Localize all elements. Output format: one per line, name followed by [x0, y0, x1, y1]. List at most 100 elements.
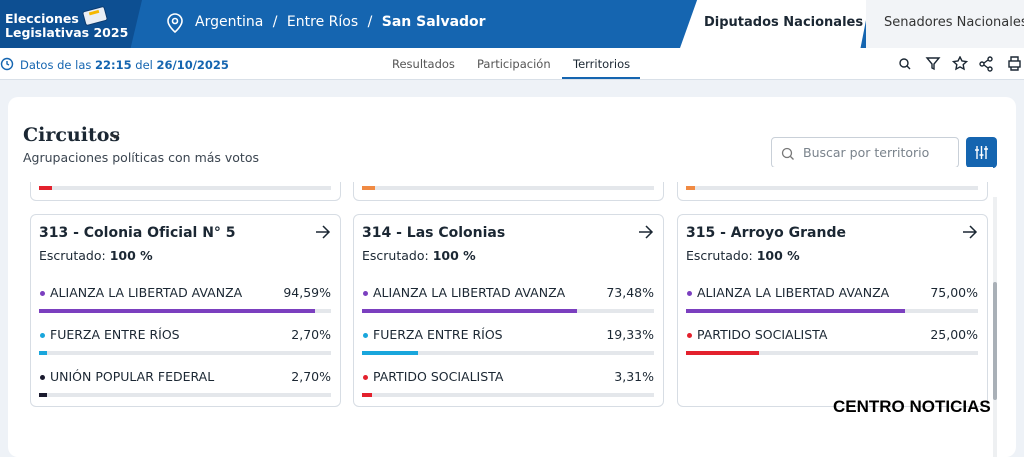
- progress-track: [362, 309, 654, 313]
- panel-subtitle: Agrupaciones políticas con más votos: [23, 150, 259, 165]
- party-name: FUERZA ENTRE RÍOS: [373, 327, 503, 342]
- arrow-icon[interactable]: [638, 225, 654, 239]
- nav-item-active[interactable]: Territorios: [562, 48, 640, 79]
- progress-track: [39, 186, 331, 190]
- header: Elecciones Legislativas 2025 Argentina /…: [0, 0, 1024, 48]
- nav-item[interactable]: Resultados: [392, 57, 455, 71]
- nav-label: Territorios: [573, 57, 631, 71]
- panel-title[interactable]: Circuitos: [23, 124, 121, 146]
- arrow-icon[interactable]: [315, 225, 331, 239]
- breadcrumb-separator: /: [367, 14, 373, 30]
- progress-bar: [686, 309, 905, 313]
- progress-track: [39, 393, 331, 397]
- circuit-card[interactable]: 313 - Colonia Oficial N° 5 Escrutado: 100…: [30, 214, 341, 407]
- escrutado: Escrutado: 100 %: [686, 248, 800, 263]
- breadcrumb-item: San Salvador: [381, 14, 486, 30]
- progress-bar: [39, 351, 47, 355]
- timestamp-text: del: [135, 58, 153, 72]
- party-percent: 2,70%: [291, 327, 331, 342]
- card-title: 314 - Las Colonias: [362, 225, 506, 241]
- search-placeholder: Buscar por territorio: [803, 145, 930, 160]
- clock-icon: [0, 57, 14, 71]
- scrollbar[interactable]: [993, 197, 997, 457]
- timestamp: Datos de las 22:15 del 26/10/2025: [20, 58, 229, 72]
- progress-bar: [39, 393, 47, 397]
- escrutado-value: 100 %: [109, 248, 153, 263]
- search-box[interactable]: Buscar por territorio: [771, 137, 959, 168]
- toolbar-icons[interactable]: [896, 56, 1022, 72]
- party-dot: [363, 375, 368, 380]
- party-name: PARTIDO SOCIALISTA: [373, 369, 504, 384]
- party-percent: 75,00%: [930, 285, 978, 300]
- escrutado: Escrutado: 100 %: [362, 248, 476, 263]
- progress-bar: [362, 351, 419, 355]
- party-name: FUERZA ENTRE RÍOS: [50, 327, 180, 342]
- circuit-card[interactable]: 314 - Las Colonias Escrutado: 100 % ALIANZ…: [353, 214, 664, 407]
- escrutado-label: Escrutado:: [362, 248, 429, 263]
- party-dot: [40, 375, 45, 380]
- progress-bar: [39, 309, 316, 313]
- card-title: 313 - Colonia Oficial N° 5: [39, 225, 236, 241]
- progress-track: [686, 186, 978, 190]
- progress-track: [362, 351, 654, 355]
- toolbar: Datos de las 22:15 del 26/10/2025 Result…: [0, 48, 1024, 80]
- breadcrumb: Argentina / Entre Ríos / San Salvador: [195, 14, 486, 30]
- filter-button[interactable]: [966, 137, 997, 168]
- progress-track: [362, 186, 654, 190]
- tab-label: Senadores Nacionales: [884, 15, 1024, 30]
- tab-label: Diputados Nacionales: [704, 15, 864, 30]
- scrollbar-thumb[interactable]: [993, 282, 997, 400]
- panel: Circuitos Agrupaciones políticas con más…: [8, 97, 1016, 457]
- progress-track: [362, 393, 654, 397]
- fade: [8, 167, 993, 182]
- party-name: ALIANZA LA LIBERTAD AVANZA: [697, 285, 890, 300]
- tab-active[interactable]: Diputados Nacionales: [680, 0, 870, 48]
- party-dot: [687, 291, 692, 296]
- party-dot: [40, 333, 45, 338]
- filter-icon: [975, 146, 988, 159]
- timestamp-text: Datos de las: [20, 58, 92, 72]
- progress-bar: [686, 186, 695, 190]
- party-percent: 19,33%: [606, 327, 654, 342]
- progress-track: [39, 309, 331, 313]
- escrutado-value: 100 %: [756, 248, 800, 263]
- arrow-icon[interactable]: [962, 225, 978, 239]
- breadcrumb-item[interactable]: Argentina: [195, 14, 264, 30]
- party-percent: 94,59%: [283, 285, 331, 300]
- party-name: UNIÓN POPULAR FEDERAL: [50, 369, 215, 384]
- progress-bar: [362, 393, 372, 397]
- progress-bar: [362, 186, 376, 190]
- logo-line: Legislativas 2025: [5, 25, 129, 40]
- watermark: CENTRO NOTICIAS: [833, 397, 991, 416]
- progress-bar: [39, 186, 53, 190]
- escrutado-label: Escrutado:: [39, 248, 106, 263]
- escrutado: Escrutado: 100 %: [39, 248, 153, 263]
- timestamp-date: 26/10/2025: [156, 58, 229, 72]
- tab[interactable]: Senadores Nacionales: [866, 0, 1024, 48]
- party-percent: 73,48%: [606, 285, 654, 300]
- party-name: ALIANZA LA LIBERTAD AVANZA: [50, 285, 243, 300]
- circuit-card[interactable]: 315 - Arroyo Grande Escrutado: 100 % ALIAN…: [677, 214, 988, 407]
- party-dot: [363, 333, 368, 338]
- logo[interactable]: Elecciones Legislativas 2025: [0, 0, 142, 48]
- progress-bar: [362, 309, 577, 313]
- progress-bar: [686, 351, 759, 355]
- progress-track: [686, 351, 978, 355]
- escrutado-label: Escrutado:: [686, 248, 753, 263]
- breadcrumb-separator: /: [272, 14, 278, 30]
- logo-icon: [82, 6, 108, 26]
- party-percent: 2,70%: [291, 369, 331, 384]
- party-dot: [687, 333, 692, 338]
- breadcrumb-item[interactable]: Entre Ríos: [286, 14, 359, 30]
- location-icon: [167, 13, 183, 34]
- party-name: ALIANZA LA LIBERTAD AVANZA: [373, 285, 566, 300]
- timestamp-time: 22:15: [95, 58, 132, 72]
- escrutado-value: 100 %: [432, 248, 476, 263]
- party-dot: [363, 291, 368, 296]
- party-percent: 3,31%: [614, 369, 654, 384]
- nav-item[interactable]: Participación: [477, 57, 551, 71]
- party-dot: [40, 291, 45, 296]
- progress-track: [39, 351, 331, 355]
- party-percent: 25,00%: [930, 327, 978, 342]
